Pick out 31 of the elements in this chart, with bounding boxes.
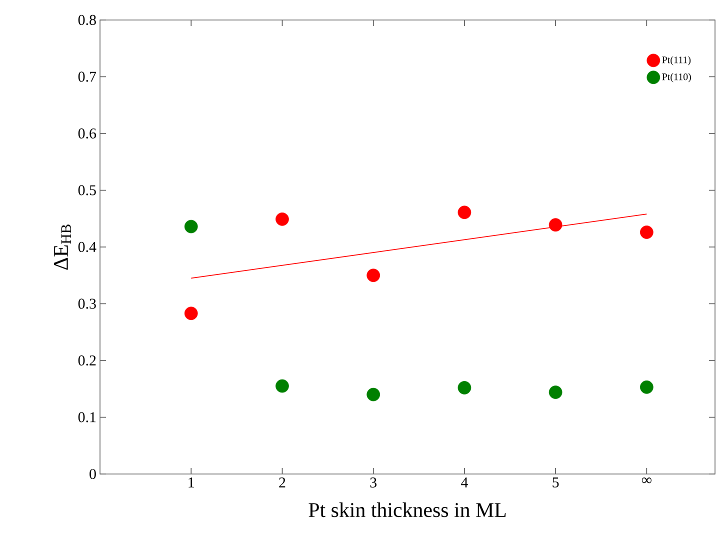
point bbox=[276, 379, 289, 393]
x-tick-label: 3 bbox=[370, 478, 376, 488]
point bbox=[366, 268, 380, 282]
y-tick-label: 0.7 bbox=[78, 72, 96, 82]
y-axis-title: ΔE$_{HB}$ bbox=[54, 224, 71, 270]
point bbox=[548, 386, 562, 399]
x-tick-label: ∞ bbox=[642, 478, 652, 484]
x-tick-label: 5 bbox=[552, 478, 559, 488]
x-tick-label: 4 bbox=[461, 478, 468, 488]
point bbox=[458, 206, 472, 220]
legend-label: Pt(111) bbox=[662, 56, 691, 66]
y-tick-label: 0.5 bbox=[78, 185, 96, 196]
point bbox=[640, 380, 654, 394]
y-tick-label: 0.6 bbox=[78, 128, 96, 139]
y-tick-label: 0 bbox=[90, 468, 96, 480]
point bbox=[276, 212, 289, 226]
point bbox=[184, 220, 198, 234]
point bbox=[366, 388, 380, 402]
point bbox=[184, 306, 198, 320]
y-tick-label: 0.4 bbox=[78, 242, 96, 252]
x-tick-label: 2 bbox=[279, 478, 286, 488]
y-tick-label: 0.8 bbox=[78, 14, 96, 26]
x-axis-title: Pt skin thickness in ML bbox=[308, 502, 506, 518]
y-tick-label: 0.2 bbox=[78, 355, 96, 366]
point bbox=[640, 226, 654, 239]
point bbox=[548, 218, 562, 232]
y-tick-label: 0.1 bbox=[78, 412, 96, 422]
legend-label: Pt(110) bbox=[662, 73, 691, 82]
y-tick-label: 0.3 bbox=[78, 298, 96, 309]
point bbox=[458, 381, 472, 394]
x-tick-label: 1 bbox=[188, 478, 194, 488]
